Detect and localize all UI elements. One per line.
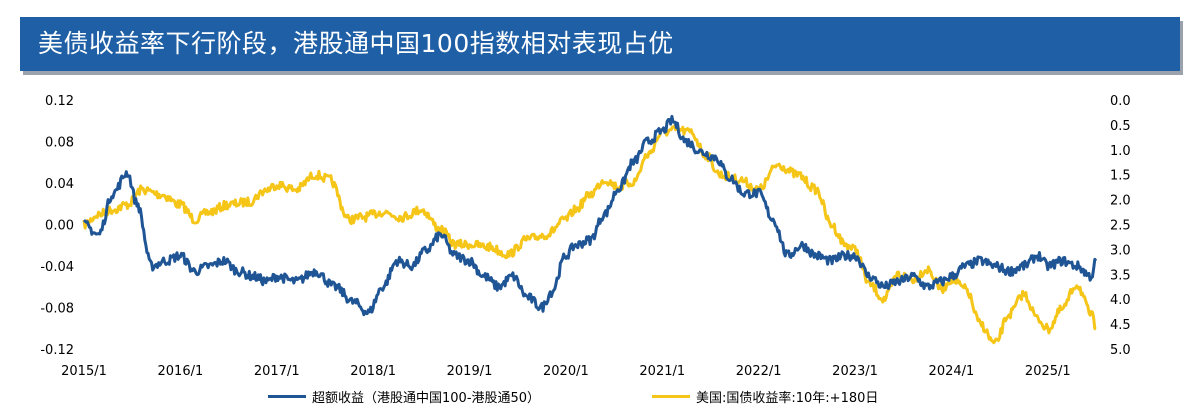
series-line-excess-return — [82, 114, 1098, 317]
title-bar: 美债收益率下行阶段，港股通中国100指数相对表现占优 — [20, 17, 1180, 71]
x-tick-label: 2020/1 — [543, 364, 589, 379]
y-left-tick-labels: 0.12 0.08 0.04 0.00 -0.04 -0.08 -0.12 — [40, 94, 74, 358]
legend-item-us-yield: 美国:国债收益率:10年:+180日 — [652, 387, 878, 406]
x-tick-label: 2024/1 — [929, 364, 975, 379]
y-right-tick-label: 4.5 — [1110, 318, 1131, 333]
y-right-tick-label: 3.5 — [1110, 268, 1131, 283]
x-tick-label: 2017/1 — [254, 364, 300, 379]
y-left-tick-label: 0.12 — [45, 94, 74, 109]
legend-swatch-us-yield — [652, 395, 690, 398]
legend-item-excess-return: 超额收益（港股通中国100-港股通50） — [268, 387, 540, 406]
y-left-tick-label: 0.04 — [45, 177, 74, 192]
x-tick-label: 2023/1 — [832, 364, 878, 379]
y-left-tick-label: -0.04 — [40, 260, 74, 275]
series-layer — [82, 114, 1098, 345]
y-right-tick-label: 4.0 — [1110, 293, 1131, 308]
chart-title: 美债收益率下行阶段，港股通中国100指数相对表现占优 — [38, 29, 674, 58]
y-right-tick-label: 1.5 — [1110, 169, 1131, 184]
x-tick-label: 2018/1 — [350, 364, 396, 379]
y-right-tick-labels: 0.0 0.5 1.0 1.5 2.0 2.5 3.0 3.5 4.0 4.5 5.0 — [1110, 94, 1131, 358]
y-right-tick-label: 1.0 — [1110, 144, 1131, 159]
y-left-tick-label: 0.00 — [45, 219, 74, 234]
x-tick-label: 2019/1 — [447, 364, 493, 379]
y-left-tick-label: 0.08 — [45, 136, 74, 151]
y-left-tick-label: -0.08 — [40, 302, 74, 317]
legend-swatch-excess-return — [268, 395, 306, 398]
x-tick-labels: 2015/1 2016/1 2017/1 2018/1 2019/1 2020/1 2021… — [61, 364, 1071, 379]
line-chart: 0.12 0.08 0.04 0.00 -0.04 -0.08 -0.12 0.0 0.5 1.… — [40, 94, 1131, 379]
x-tick-label: 2025/1 — [1025, 364, 1071, 379]
legend-label-us-yield: 美国:国债收益率:10年:+180日 — [696, 391, 879, 406]
legend: 超额收益（港股通中国100-港股通50） 美国:国债收益率:10年:+180日 — [0, 387, 1199, 407]
x-tick-label: 2016/1 — [158, 364, 204, 379]
x-tick-label: 2022/1 — [736, 364, 782, 379]
y-right-tick-label: 0.0 — [1110, 94, 1131, 109]
y-right-tick-label: 5.0 — [1110, 343, 1131, 358]
y-right-tick-label: 2.0 — [1110, 194, 1131, 209]
y-right-tick-label: 0.5 — [1110, 119, 1131, 134]
x-tick-label: 2015/1 — [61, 364, 107, 379]
legend-label-excess-return: 超额收益（港股通中国100-港股通50） — [312, 391, 541, 406]
y-right-tick-label: 3.0 — [1110, 243, 1131, 258]
series-line-us-yield — [82, 124, 1097, 345]
y-left-tick-label: -0.12 — [40, 343, 74, 358]
x-tick-label: 2021/1 — [639, 364, 685, 379]
y-right-tick-label: 2.5 — [1110, 219, 1131, 234]
